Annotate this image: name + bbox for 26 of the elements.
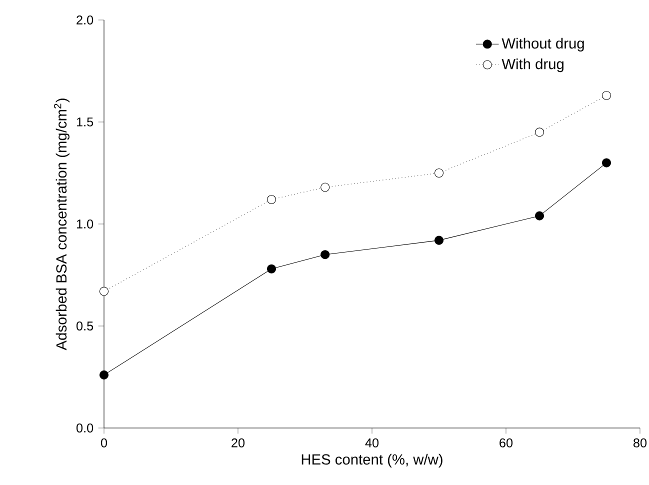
- point: [266, 194, 276, 204]
- y-tick-label: 0.5: [76, 322, 94, 330]
- y-tick-label: 1.0: [76, 220, 94, 228]
- x-tick-label: 20: [232, 438, 245, 448]
- legend-label: Without drug: [502, 38, 584, 52]
- point: [434, 236, 444, 245]
- y-tick-label: 1.5: [76, 118, 94, 126]
- point: [320, 250, 330, 260]
- legend-label: With drug: [502, 58, 564, 72]
- point: [99, 370, 109, 380]
- x-tick-label: 0: [100, 438, 108, 448]
- y-axis-title: Adsorbed BSA concentration (mg/cm$^{2}$): [54, 98, 70, 350]
- point: [320, 182, 330, 192]
- y-tick-label: 0.0: [76, 424, 94, 432]
- point: [434, 168, 444, 178]
- x-tick-label: 40: [365, 438, 379, 448]
- point: [602, 158, 612, 168]
- x-axis-title: HES content (%, w/w): [302, 454, 442, 468]
- point: [534, 211, 544, 220]
- point: [266, 264, 276, 274]
- point: [534, 128, 544, 137]
- point: [602, 90, 612, 100]
- x-tick-label: 80: [633, 438, 647, 448]
- point: [99, 286, 109, 296]
- x-tick-label: 60: [500, 438, 513, 448]
- y-tick-label: 2.0: [76, 16, 94, 24]
